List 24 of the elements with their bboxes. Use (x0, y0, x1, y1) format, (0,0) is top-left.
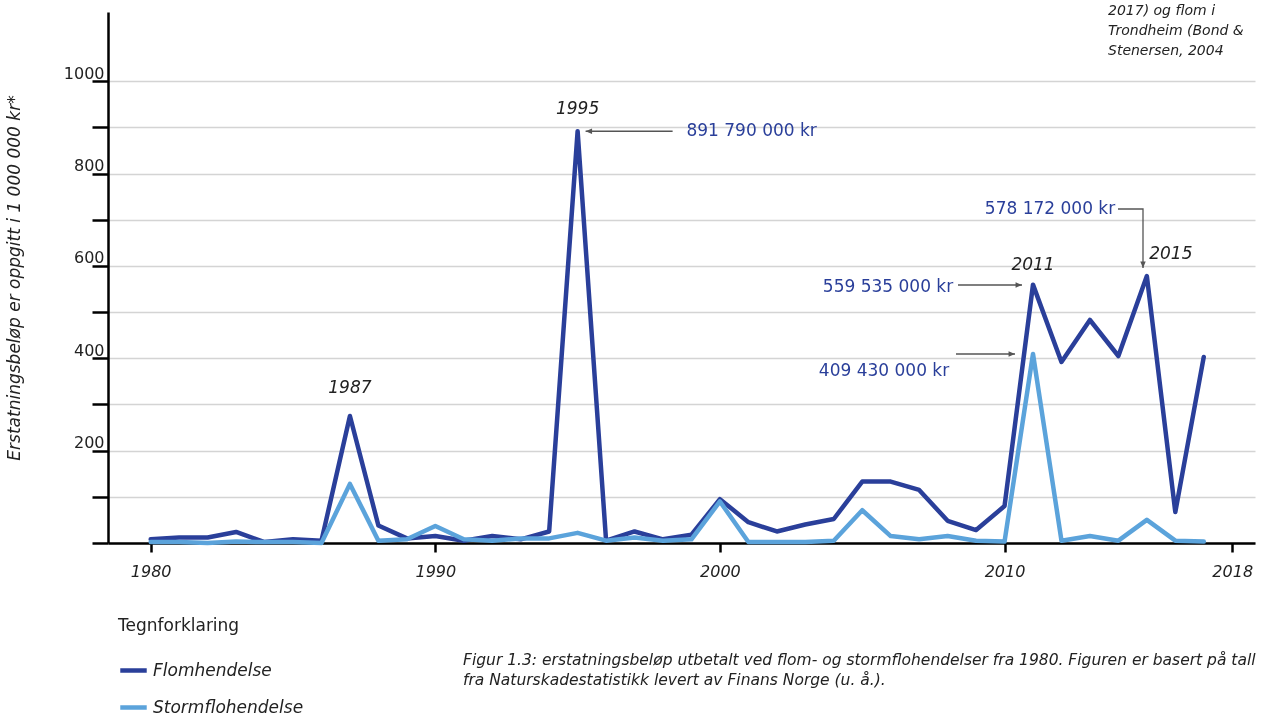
annotation: 578 172 000 kr (984, 198, 1116, 218)
text: Figur 1.3: erstatningsbeløp utbetalt ved flom- og stormflohendelser fra 1980. Figuren er basert på tall fra Naturskadestatistikk levert av Finans Norge (u. å.). (463, 650, 1257, 690)
y-tick-label: 400 (73, 340, 105, 360)
x-tick-label: 2010 (984, 561, 1026, 581)
y-tick-label: 1000 (63, 63, 105, 83)
annotation: 2015 (1149, 243, 1193, 264)
annotation: 2017) og flom i Trondheim (Bond & Stenersen, 2004 (1108, 1, 1245, 60)
y-tick-label: 600 (73, 248, 105, 268)
x-tick-label: 2018 (1212, 561, 1254, 581)
x-tick-label: 1980 (130, 561, 172, 581)
legend-label: Stormflohendelse (153, 696, 304, 716)
y-axis-title: Erstatningsbeløp er oppgitt i 1 000 000 kr* (3, 95, 24, 461)
legend-title: Tegnforklaring (117, 615, 240, 635)
x-tick-label: 2000 (700, 561, 741, 581)
y-tick-label: 800 (73, 156, 105, 176)
annotation: 409 430 000 kr (818, 360, 950, 380)
legend-label: Flomhendelse (153, 659, 272, 680)
annotation: 891 790 000 kr (686, 120, 817, 141)
annotation: 1995 (555, 98, 600, 119)
annotation: 2011 (1011, 253, 1055, 274)
y-tick-label: 200 (73, 433, 105, 453)
annotation: 1987 (328, 377, 372, 398)
x-tick-label: 1990 (415, 561, 457, 581)
annotation: 559 535 000 kr (822, 276, 954, 296)
